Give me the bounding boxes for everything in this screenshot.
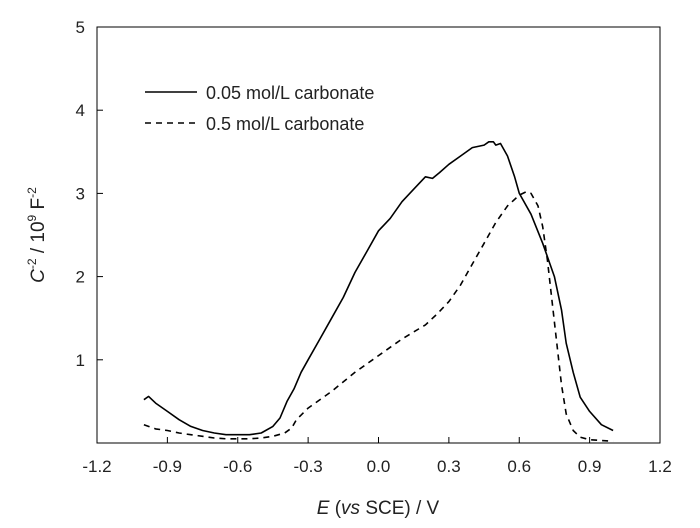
legend: 0.05 mol/L carbonate 0.5 mol/L carbonate (145, 83, 374, 134)
y-axis-sup1: -2 (25, 258, 39, 269)
y-axis-sup2: 9 (25, 214, 39, 221)
x-axis-symbol: E (317, 498, 330, 519)
y-axis-c: C (28, 269, 49, 283)
x-tick-label: 0.9 (578, 457, 602, 476)
x-tick-label: 0.3 (437, 457, 461, 476)
x-tick-label: -0.6 (223, 457, 252, 476)
series-line-0 (143, 141, 614, 436)
y-tick-label: 5 (76, 18, 85, 37)
series-layer (143, 141, 614, 443)
y-axis-title: C-2 / 109 F-2 (25, 187, 49, 283)
x-tick-label: 0.6 (507, 457, 531, 476)
y-axis-mid: / 10 (28, 221, 49, 258)
y-axis-unit: F (28, 198, 49, 215)
y-tick-label: 2 (76, 268, 85, 287)
x-tick-label: -1.2 (82, 457, 111, 476)
legend-label-0: 0.05 mol/L carbonate (206, 83, 374, 103)
ticks: -1.2 -0.9 -0.6 -0.3 0.0 0.3 0.6 0.9 1.2 1 2 3 4 5 (76, 18, 672, 476)
y-tick-label: 3 (76, 184, 85, 203)
x-axis-vs: vs (341, 498, 361, 519)
y-tick-label: 4 (76, 101, 85, 120)
x-tick-label: -0.9 (153, 457, 182, 476)
x-tick-label: 0.0 (367, 457, 391, 476)
x-axis-open: ( (329, 498, 341, 519)
x-axis-rest: SCE) / V (360, 498, 440, 519)
y-axis-sup3: -2 (25, 187, 39, 198)
series-line-1 (143, 190, 614, 443)
x-tick-label: 1.2 (648, 457, 672, 476)
y-tick-label: 1 (76, 351, 85, 370)
legend-label-1: 0.5 mol/L carbonate (206, 114, 364, 134)
x-tick-label: -0.3 (293, 457, 322, 476)
x-axis-title: E (vs SCE) / V (317, 498, 440, 519)
